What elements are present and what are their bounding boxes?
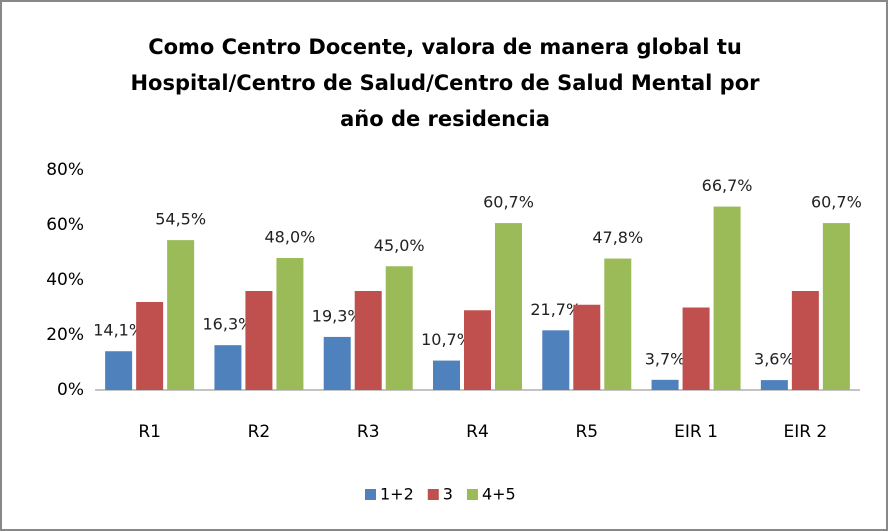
value-label: 10,7% — [421, 330, 472, 349]
bar — [354, 291, 382, 390]
bar — [385, 266, 413, 390]
value-label: 3,7% — [645, 349, 686, 368]
legend-swatch — [365, 489, 376, 500]
legend-swatch — [466, 489, 478, 500]
bar — [136, 302, 164, 390]
value-label: 66,7% — [702, 176, 753, 195]
bar — [651, 379, 679, 390]
value-label: 19,3% — [312, 306, 363, 325]
legend-label: 1+2 — [380, 485, 414, 504]
value-label: 21,7% — [530, 300, 581, 319]
bar — [276, 258, 304, 390]
x-tick-label: R1 — [138, 422, 161, 442]
value-label: 3,6% — [754, 350, 795, 369]
x-tick-label: R5 — [575, 422, 598, 442]
x-tick-label: R2 — [248, 422, 271, 442]
x-tick-label: EIR 2 — [783, 422, 827, 442]
chart-title: Hospital/Centro de Salud/Centro de Salud… — [130, 71, 760, 95]
y-tick-label: 80% — [46, 160, 84, 180]
value-label: 54,5% — [155, 210, 206, 229]
bar — [791, 291, 819, 390]
value-label: 60,7% — [811, 193, 862, 212]
chart-title: Como Centro Docente, valora de manera gl… — [148, 35, 742, 59]
x-tick-label: EIR 1 — [674, 422, 718, 442]
legend-label: 4+5 — [482, 485, 516, 504]
legend-label: 3 — [443, 485, 453, 504]
bar — [604, 258, 632, 390]
bar — [713, 206, 741, 390]
chart-title: año de residencia — [340, 107, 550, 131]
bar — [682, 307, 710, 390]
value-label: 48,0% — [265, 228, 316, 247]
bar — [573, 304, 601, 390]
value-label: 14,1% — [93, 321, 144, 340]
y-tick-label: 0% — [57, 380, 84, 400]
bar — [822, 223, 850, 390]
bar — [214, 345, 242, 390]
bar — [167, 240, 195, 390]
legend-swatch — [427, 489, 439, 500]
y-tick-label: 60% — [46, 215, 84, 235]
x-tick-label: R4 — [466, 422, 489, 442]
x-tick-label: R3 — [357, 422, 380, 442]
bar — [495, 223, 522, 390]
bar — [542, 330, 570, 390]
bar — [245, 291, 273, 390]
value-label: 16,3% — [203, 315, 254, 334]
y-tick-label: 20% — [46, 325, 84, 345]
bar — [760, 380, 788, 390]
value-label: 45,0% — [374, 236, 425, 255]
bar — [323, 336, 351, 390]
bar — [464, 310, 491, 390]
value-label: 47,8% — [592, 228, 643, 247]
value-label: 60,7% — [483, 193, 534, 212]
bar — [105, 351, 133, 390]
y-tick-label: 40% — [46, 270, 84, 290]
bar — [433, 360, 460, 390]
